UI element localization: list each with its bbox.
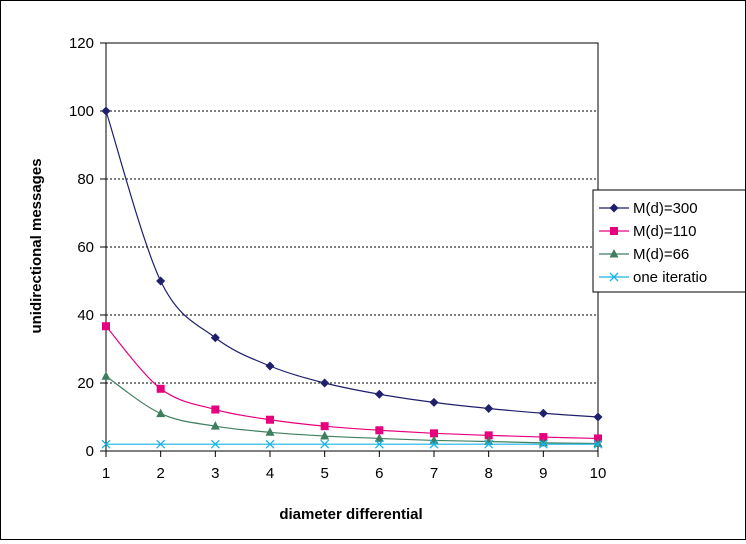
data-point	[265, 361, 275, 371]
data-point	[101, 106, 111, 116]
data-point	[156, 439, 166, 449]
data-point	[484, 431, 493, 440]
data-point	[210, 421, 220, 430]
legend-marker	[609, 272, 619, 282]
x-tick-label: 2	[156, 465, 164, 482]
legend-marker	[609, 249, 619, 258]
x-tick-label: 9	[539, 465, 547, 482]
data-point	[374, 433, 384, 442]
y-tick-label: 20	[77, 375, 94, 392]
series-line	[105, 325, 599, 440]
data-point	[320, 422, 329, 431]
legend-label: M(d)=300	[633, 200, 698, 217]
data-point	[484, 439, 494, 449]
data-point	[375, 426, 384, 435]
data-point	[265, 439, 275, 449]
series-layer	[101, 106, 603, 449]
data-point	[594, 434, 602, 443]
y-axis-label: unidirectional messages	[28, 158, 45, 333]
data-point	[265, 427, 275, 436]
y-tick-label: 80	[77, 171, 94, 188]
series-line	[105, 110, 599, 418]
data-point	[429, 397, 439, 407]
data-point	[210, 439, 220, 449]
x-tick-label: 3	[211, 465, 219, 482]
data-point	[593, 412, 603, 422]
x-axis-label: diameter differential	[279, 506, 422, 523]
legend-box	[592, 189, 746, 293]
data-point	[320, 378, 330, 388]
data-point	[156, 276, 166, 286]
data-point	[102, 322, 110, 331]
x-tick-label: 4	[266, 465, 274, 482]
x-tick-label: 6	[375, 465, 383, 482]
data-point	[484, 404, 494, 413]
y-tick-label: 0	[86, 443, 94, 460]
legend-marker	[610, 227, 618, 235]
data-point	[266, 415, 274, 424]
data-point	[320, 439, 330, 449]
data-point	[211, 405, 220, 414]
series-0	[101, 106, 603, 422]
data-point	[320, 431, 330, 440]
data-point	[156, 408, 166, 418]
data-point	[539, 433, 548, 442]
y-tick-label: 60	[77, 239, 94, 256]
data-point	[101, 439, 111, 449]
x-tick-label: 7	[430, 465, 438, 482]
x-tick-label: 10	[590, 465, 607, 482]
data-point	[210, 333, 220, 343]
legend: M(d)=300 M(d)=110 M(d)=66 one iteratio	[592, 189, 746, 293]
data-point	[593, 438, 603, 448]
y-tick-label: 40	[77, 307, 94, 324]
legend-label: one iteratio	[633, 269, 707, 286]
x-tick-label: 5	[320, 465, 328, 482]
data-point	[538, 439, 548, 449]
legend-label: M(d)=110	[633, 223, 697, 240]
x-tick-label: 8	[484, 465, 492, 482]
data-point	[538, 408, 548, 418]
legend-label: M(d)=66	[633, 246, 689, 263]
data-point	[374, 439, 384, 449]
y-tick-label: 120	[69, 35, 94, 52]
series-3	[101, 439, 603, 449]
data-point	[430, 429, 438, 438]
data-point	[156, 384, 165, 393]
data-point	[593, 439, 603, 449]
data-point	[374, 389, 384, 399]
axes: 0 20 40 60 80 100 120 1 2 3 4 5 6 7 8 9 10	[69, 35, 606, 482]
y-tick-label: 100	[69, 103, 94, 120]
data-point	[101, 371, 111, 380]
x-tick-label: 1	[102, 465, 110, 482]
series-1	[102, 322, 602, 443]
series-line	[105, 375, 599, 445]
legend-marker	[609, 203, 619, 213]
data-point	[429, 439, 439, 449]
grid-lines	[106, 110, 598, 384]
